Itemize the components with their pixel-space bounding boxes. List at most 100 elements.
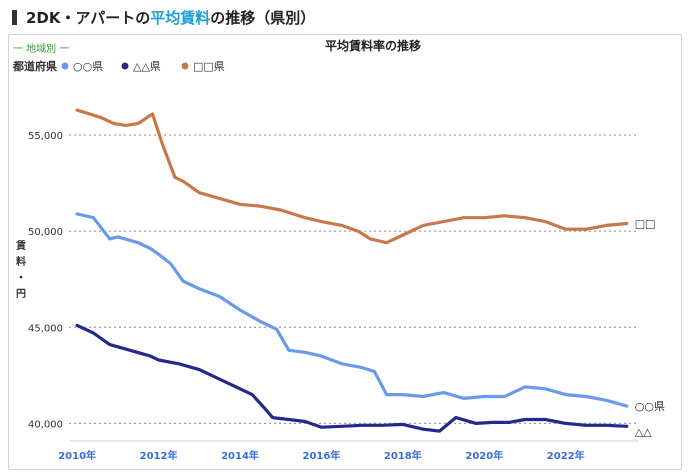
data-point — [340, 224, 344, 227]
y-axis-label-char: 料 — [16, 255, 26, 268]
data-point — [340, 424, 344, 428]
data-point — [197, 287, 201, 291]
data-point — [564, 422, 568, 425]
x-tick-label: 2012年 — [140, 449, 178, 462]
legend-marker[interactable] — [121, 62, 129, 70]
y-axis-label-char: ・ — [16, 273, 26, 284]
chart-legend[interactable]: ○○県 △△県 □□県 — [61, 60, 225, 73]
data-point — [218, 197, 222, 200]
data-point — [259, 204, 262, 208]
data-point — [462, 397, 466, 400]
y-tick-label: 50,000 — [28, 227, 63, 238]
series-end-label: ○○県 — [635, 400, 665, 413]
data-point — [303, 216, 307, 220]
x-tick-label: 2014年 — [221, 449, 259, 462]
data-point — [275, 327, 278, 331]
data-point — [128, 348, 132, 352]
data-point — [108, 343, 112, 346]
data-point — [401, 393, 405, 396]
legend-item[interactable]: ○○県 — [73, 60, 103, 73]
data-point — [503, 395, 506, 398]
data-point — [385, 241, 388, 245]
data-point — [421, 395, 425, 398]
y-axis-label-char: 賃 — [15, 239, 26, 252]
data-point — [149, 354, 152, 358]
data-point — [149, 247, 152, 250]
series-line — [75, 108, 629, 245]
data-point — [360, 423, 364, 427]
legend-group-label: 一 地域別 一 — [13, 42, 69, 55]
data-point — [482, 395, 486, 398]
data-point — [291, 212, 295, 216]
data-point — [136, 122, 140, 125]
data-point — [151, 112, 154, 116]
data-point — [181, 179, 185, 183]
legend-marker[interactable] — [61, 62, 69, 70]
data-point — [385, 393, 388, 396]
end-labels: ○○県 △△ □□ — [635, 217, 665, 438]
grid-lines — [69, 134, 639, 442]
data-point — [88, 112, 91, 116]
data-point — [340, 362, 344, 366]
legend-marker[interactable] — [181, 62, 189, 70]
data-point — [157, 358, 161, 362]
data-point — [75, 324, 79, 327]
x-axis: 2010年 2012年 2014年 2016年 2018年 2020年 2022年 — [58, 449, 584, 462]
x-tick-label: 2016年 — [303, 449, 341, 462]
data-point — [368, 237, 372, 241]
data-point — [503, 214, 506, 218]
data-point — [454, 416, 458, 419]
data-point — [100, 116, 103, 120]
data-point — [605, 224, 608, 227]
data-point — [625, 404, 629, 408]
series-group — [75, 108, 629, 433]
y-axis-label: 賃料・円 — [15, 239, 26, 300]
data-point — [320, 425, 323, 429]
data-point — [482, 216, 486, 220]
data-point — [462, 216, 466, 220]
data-point — [373, 370, 376, 373]
legend-item[interactable]: □□県 — [193, 60, 225, 73]
chart-title: 平均賃料率の推移 — [325, 38, 421, 53]
data-point — [238, 202, 242, 206]
series-line — [75, 212, 629, 408]
x-tick-label: 2018年 — [384, 449, 422, 462]
data-point — [238, 387, 242, 391]
data-point — [197, 191, 201, 195]
data-point — [320, 354, 323, 358]
data-point — [625, 424, 629, 428]
data-point — [523, 418, 527, 421]
legend-item[interactable]: △△県 — [133, 60, 161, 73]
data-point — [360, 366, 364, 369]
y-axis-label-char: 円 — [16, 288, 26, 300]
data-point — [287, 348, 291, 352]
data-point — [303, 350, 307, 354]
data-point — [124, 124, 128, 127]
data-point — [507, 421, 511, 424]
data-point — [544, 387, 547, 391]
y-tick-label: 40,000 — [28, 419, 63, 430]
data-point — [75, 212, 79, 216]
data-point — [173, 175, 177, 179]
data-point — [92, 216, 95, 220]
data-point — [112, 122, 116, 125]
data-point — [263, 406, 266, 410]
series-line — [75, 323, 629, 433]
data-point — [584, 423, 588, 427]
data-point — [523, 385, 527, 389]
data-point — [259, 320, 262, 323]
data-point — [564, 227, 568, 231]
data-point — [544, 220, 547, 224]
data-point — [287, 418, 291, 421]
data-point — [218, 295, 222, 298]
data-point — [197, 368, 201, 371]
x-tick-label: 2020年 — [465, 449, 503, 462]
data-point — [605, 423, 608, 427]
data-point — [438, 429, 441, 433]
data-point — [177, 362, 181, 366]
y-tick-label: 55,000 — [28, 131, 63, 142]
data-point — [279, 208, 283, 212]
data-point — [523, 216, 527, 220]
data-point — [157, 252, 161, 256]
series-end-label: △△ — [635, 425, 652, 438]
